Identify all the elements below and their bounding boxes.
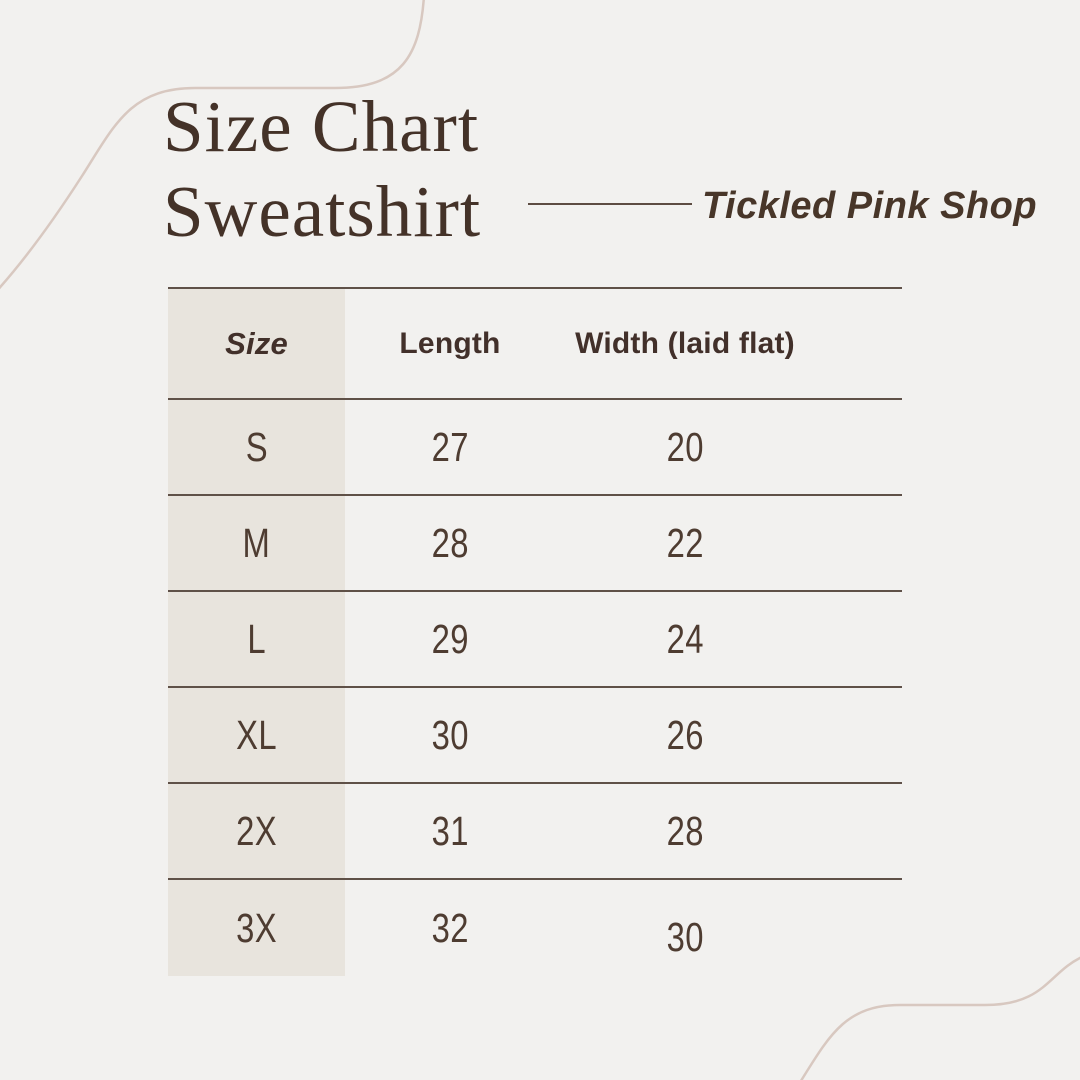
size-cell: M [168,496,345,590]
header-width: Width (laid flat) [575,326,795,360]
width-cell: 22 [666,519,704,566]
table-row: L 29 24 [168,592,902,688]
size-cell: L [168,592,345,686]
page-title-line1: Size Chart [163,86,480,167]
size-cell: XL [168,688,345,782]
table-row: M 28 22 [168,496,902,592]
table-row: S 27 20 [168,400,902,496]
size-cell: 3X [168,880,345,976]
table-row: 3X 32 30 [168,880,902,976]
size-cell: S [168,400,345,494]
table-row: 2X 31 28 [168,784,902,880]
width-cell: 28 [666,807,704,854]
length-cell: 31 [431,807,469,854]
length-cell: 28 [431,519,469,566]
page-title-line2: Sweatshirt [163,171,482,252]
header-length: Length [399,326,501,360]
width-cell: 30 [666,913,704,960]
length-cell: 32 [431,904,469,951]
size-chart-table: Size Length Width (laid flat) S 27 20 M … [168,287,902,976]
header-size: Size [168,289,345,398]
length-cell: 29 [431,615,469,662]
table-header-row: Size Length Width (laid flat) [168,289,902,400]
size-cell: 2X [168,784,345,878]
brand-name: Tickled Pink Shop [702,185,1038,227]
width-cell: 24 [666,615,704,662]
length-cell: 30 [431,711,469,758]
width-cell: 26 [666,711,704,758]
width-cell: 20 [666,423,704,470]
table-row: XL 30 26 [168,688,902,784]
length-cell: 27 [431,423,469,470]
brand-divider-line [528,203,692,205]
header-spacer [815,289,902,398]
page-title: Size Chart Sweatshirt [163,84,481,254]
